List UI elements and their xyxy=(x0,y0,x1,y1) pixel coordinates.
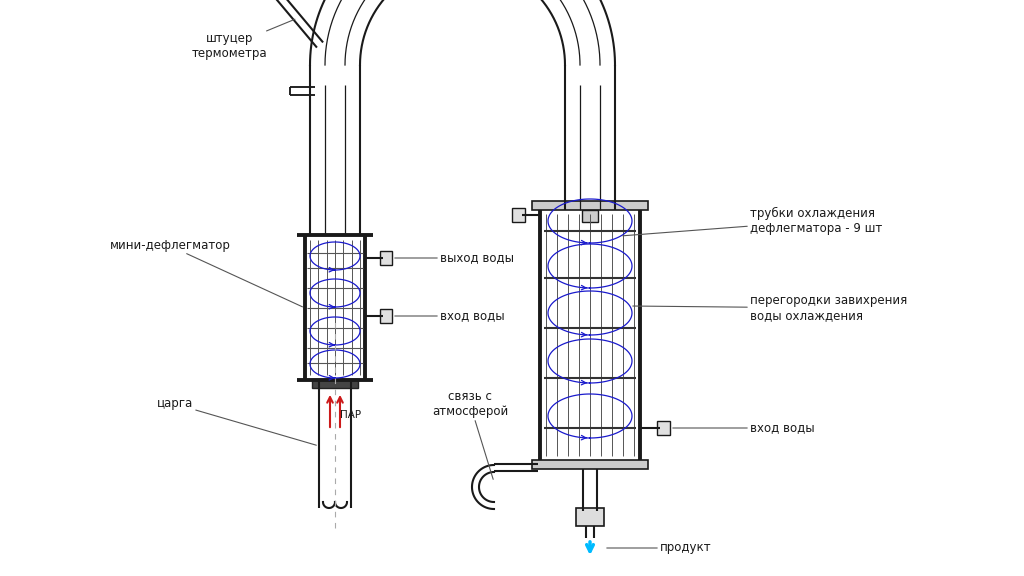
Text: вход воды: вход воды xyxy=(673,422,815,434)
Bar xyxy=(657,421,670,435)
Bar xyxy=(512,208,525,222)
Text: связь с
атмосферой: связь с атмосферой xyxy=(432,390,508,479)
Bar xyxy=(532,201,648,210)
Bar xyxy=(380,251,392,265)
Text: трубки охлаждения
дефлегматора - 9 шт: трубки охлаждения дефлегматора - 9 шт xyxy=(623,207,883,236)
Text: выход воды: выход воды xyxy=(395,252,514,264)
Bar xyxy=(582,210,598,222)
Text: царга: царга xyxy=(157,397,316,445)
Text: перегородки завихрения
воды охлаждения: перегородки завихрения воды охлаждения xyxy=(633,294,907,322)
Text: ПАР: ПАР xyxy=(340,410,361,420)
Bar xyxy=(575,508,604,526)
Text: вход воды: вход воды xyxy=(395,309,505,323)
Text: продукт: продукт xyxy=(607,541,712,555)
Bar xyxy=(532,460,648,469)
Text: мини-дефлегматор: мини-дефлегматор xyxy=(110,240,302,307)
Bar xyxy=(380,309,392,323)
Bar xyxy=(312,379,358,388)
Text: штуцер
термометра: штуцер термометра xyxy=(193,19,295,60)
